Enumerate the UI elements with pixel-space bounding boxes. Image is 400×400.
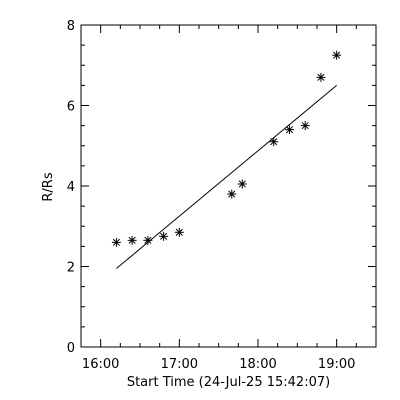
y-tick-label: 2 <box>67 261 75 276</box>
x-tick-label: 19:00 <box>318 357 355 372</box>
data-point <box>316 72 326 82</box>
y-tick-label: 0 <box>67 341 75 356</box>
data-point <box>284 125 294 135</box>
y-tick-label: 6 <box>67 100 75 115</box>
data-point <box>227 189 237 199</box>
data-point <box>143 235 153 245</box>
data-point <box>332 50 342 60</box>
fit-line-group <box>116 84 337 269</box>
x-tick-label: 16:00 <box>82 357 119 372</box>
y-tick-label: 4 <box>67 180 75 195</box>
data-point <box>127 235 137 245</box>
plot-frame <box>80 24 377 348</box>
data-point <box>269 137 279 147</box>
data-points <box>111 50 342 247</box>
x-axis-label: Start Time (24-Jul-25 15:42:07) <box>127 375 330 390</box>
data-point <box>300 121 310 131</box>
data-point <box>159 231 169 241</box>
x-axis-ticks: 16:00 17:00 18:00 19:00 <box>80 25 377 372</box>
data-point <box>174 227 184 237</box>
data-point <box>237 179 247 189</box>
y-axis-label: R/Rs <box>41 172 56 201</box>
y-axis-ticks: 0 2 4 6 8 <box>67 19 376 356</box>
fit-line <box>116 84 337 269</box>
x-tick-label: 18:00 <box>239 357 276 372</box>
x-tick-label: 17:00 <box>161 357 198 372</box>
y-tick-label: 8 <box>67 19 75 34</box>
data-point <box>111 237 121 247</box>
